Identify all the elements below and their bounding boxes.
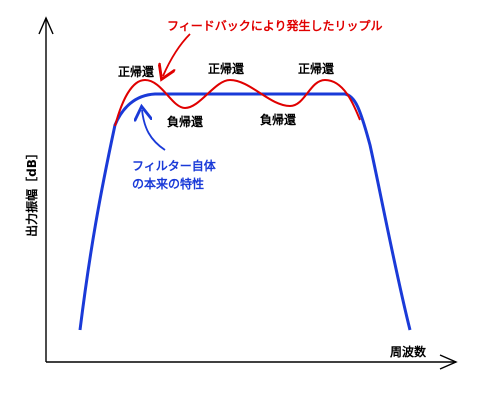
filter-pointer-arrow [142, 110, 166, 151]
ripple-curve [114, 78, 361, 127]
filter-response-curve [78, 92, 412, 331]
positive-feedback-label-2: 正帰還 [208, 61, 245, 76]
positive-feedback-label-1: 正帰還 [118, 64, 155, 79]
x-axis-arrowhead [439, 354, 458, 370]
y-axis-label: 出力振幅［dB］ [24, 147, 39, 237]
y-axis-arrowhead [38, 16, 54, 35]
ripple-pointer-arrow [163, 33, 191, 76]
x-axis-label: 周波数 [390, 344, 427, 359]
negative-feedback-label-1: 負帰還 [167, 114, 204, 129]
negative-feedback-label-2: 負帰還 [260, 112, 297, 127]
positive-feedback-label-3: 正帰還 [298, 61, 335, 76]
filter-response-label-line1: フィルター自体 [132, 158, 217, 173]
axes [38, 16, 458, 370]
filter-response-label-line2: の本来の特性 [132, 176, 204, 191]
ripple-annotation: フィードバックにより発生したリップル [167, 18, 383, 33]
